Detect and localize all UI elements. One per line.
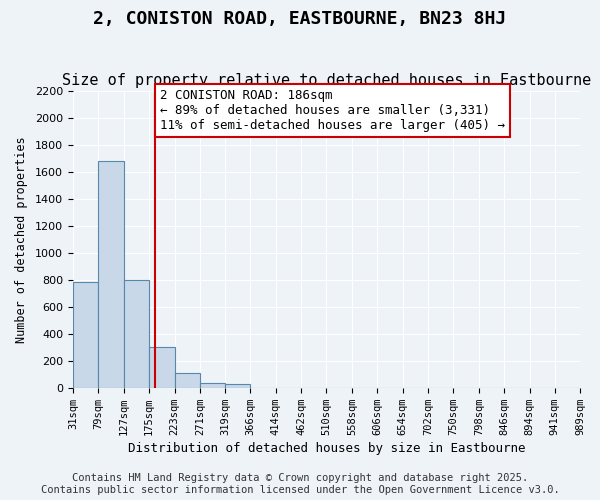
Text: Contains HM Land Registry data © Crown copyright and database right 2025.
Contai: Contains HM Land Registry data © Crown c… xyxy=(41,474,559,495)
Bar xyxy=(98,161,124,388)
Bar xyxy=(226,384,250,388)
Bar xyxy=(149,348,175,388)
Title: Size of property relative to detached houses in Eastbourne: Size of property relative to detached ho… xyxy=(62,73,591,88)
Bar xyxy=(200,383,226,388)
Bar xyxy=(73,282,98,388)
Text: 2, CONISTON ROAD, EASTBOURNE, BN23 8HJ: 2, CONISTON ROAD, EASTBOURNE, BN23 8HJ xyxy=(94,10,506,28)
X-axis label: Distribution of detached houses by size in Eastbourne: Distribution of detached houses by size … xyxy=(128,442,525,455)
Text: 2 CONISTON ROAD: 186sqm
← 89% of detached houses are smaller (3,331)
11% of semi: 2 CONISTON ROAD: 186sqm ← 89% of detache… xyxy=(160,90,505,132)
Bar xyxy=(124,280,149,388)
Y-axis label: Number of detached properties: Number of detached properties xyxy=(15,136,28,342)
Bar xyxy=(175,373,200,388)
